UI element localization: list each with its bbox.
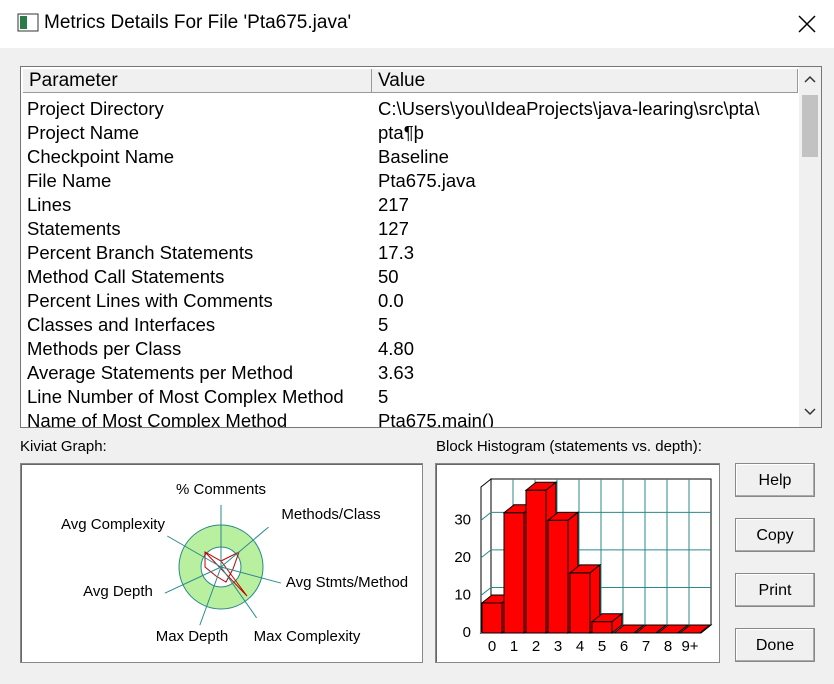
title-bar: Metrics Details For File 'Pta675.java' <box>0 0 834 48</box>
column-header[interactable]: Value <box>372 69 798 93</box>
x-tick-label: 3 <box>554 638 562 655</box>
x-tick-label: 8 <box>664 638 672 655</box>
table-cell: Pta675.java <box>378 170 476 191</box>
scroll-up[interactable] <box>804 75 816 83</box>
button[interactable]: Help <box>735 463 815 497</box>
bar-side <box>699 624 711 634</box>
y-tick-label: 10 <box>454 586 471 603</box>
table-cell: Pta675.main() <box>378 410 495 428</box>
table-cell: Statements <box>27 218 121 239</box>
kiviat-axis-label: Max Depth <box>156 628 229 645</box>
x-tick-label: 7 <box>642 638 650 655</box>
table-cell: Checkpoint Name <box>27 146 175 167</box>
button[interactable]: Done <box>735 628 815 662</box>
table-cell: Percent Lines with Comments <box>27 290 273 311</box>
kiviat-axis <box>220 526 269 568</box>
y-tick-label: 30 <box>454 511 471 528</box>
table-cell: Name of Most Complex Method <box>27 410 288 428</box>
grid-line <box>480 511 711 521</box>
table-cell: C:\Users\you\IdeaProjects\java-learing\s… <box>378 98 760 119</box>
histogram-box: 0 10 20 30 0 1 2 3 4 5 6 7 8 9+ <box>435 463 720 663</box>
kiviat-polygon <box>204 551 248 597</box>
table-cell: Classes and Interfaces <box>27 314 216 335</box>
x-tick-label: 0 <box>488 638 496 655</box>
table-cell: File Name <box>27 170 112 191</box>
table-cell: 3.63 <box>378 362 415 383</box>
table-cell: 4.80 <box>378 338 415 359</box>
bar <box>481 602 503 634</box>
kiviat-graph: % Comments Methods/Class Avg Stmts/Method M… <box>61 481 408 645</box>
column-header[interactable]: Parameter <box>23 69 372 93</box>
kiviat-axis-label: Avg Complexity <box>61 516 165 533</box>
scroll-down[interactable] <box>804 408 816 416</box>
x-tick-label: 5 <box>598 638 606 655</box>
table-cell: Average Statements per Method <box>27 362 294 383</box>
kiviat-axis-label: Avg Depth <box>83 583 153 600</box>
table-cell: Methods per Class <box>27 338 182 359</box>
button[interactable]: Copy <box>735 518 815 552</box>
table-cell: Method Call Statements <box>27 266 225 287</box>
grid-line <box>480 586 711 596</box>
kiviat-axis-label: Max Complexity <box>254 628 361 645</box>
table-cell: 0.0 <box>378 290 404 311</box>
table-cell: Project Directory <box>27 98 164 119</box>
bar <box>547 519 569 634</box>
kiviat-polygon <box>204 550 240 583</box>
bar-side <box>677 624 689 634</box>
table-cell: Baseline <box>378 146 449 167</box>
y-tick-label: 0 <box>463 624 471 641</box>
bar-side <box>655 624 667 634</box>
kiviat-label: Kiviat Graph: <box>20 438 107 455</box>
table-cell: Line Number of Most Complex Method <box>27 386 344 407</box>
window-title: Metrics Details For File 'Pta675.java' <box>44 12 352 33</box>
scrollbar[interactable] <box>799 67 821 427</box>
table-cell: 217 <box>378 194 409 215</box>
kiviat-axis <box>220 566 282 584</box>
bar <box>591 621 613 634</box>
y-tick-label: 20 <box>454 549 471 566</box>
x-tick-label: 6 <box>620 638 628 655</box>
histogram-label: Block Histogram (statements vs. depth): <box>436 438 702 455</box>
kiviat-axis <box>167 535 222 568</box>
table-cell: 5 <box>378 314 389 335</box>
kiviat-axis-label: Methods/Class <box>281 506 380 523</box>
close-button[interactable] <box>798 15 816 33</box>
button[interactable]: Print <box>735 573 815 607</box>
table-cell: Lines <box>27 194 72 215</box>
kiviat-axis <box>164 566 222 594</box>
table-cell: Percent Branch Statements <box>27 242 254 263</box>
scrollbar-graphic <box>802 75 818 416</box>
app-icon-part <box>20 16 27 29</box>
kiviat-axis-label: % Comments <box>176 481 266 498</box>
bar <box>525 489 547 634</box>
title-icons <box>17 13 816 33</box>
metrics-table: Parameter Value Project Directory C:\User… <box>20 66 822 428</box>
table-cell: 5 <box>378 386 389 407</box>
grid-line <box>480 549 711 559</box>
kiviat-axis-label: Avg Stmts/Method <box>286 574 408 591</box>
bar-side <box>633 624 645 634</box>
kiviat-axis <box>199 566 222 626</box>
kiviat-box: % Comments Methods/Class Avg Stmts/Method M… <box>20 463 423 663</box>
x-tick-label: 9+ <box>681 638 698 655</box>
bar <box>503 512 525 634</box>
table-cell: 127 <box>378 218 409 239</box>
x-tick-label: 1 <box>510 638 518 655</box>
x-tick-label: 2 <box>532 638 540 655</box>
scroll-thumb[interactable] <box>802 95 818 157</box>
table-cell: 50 <box>378 266 399 287</box>
table-cell: pta¶þ <box>378 122 424 143</box>
kiviat-axis <box>220 566 257 619</box>
table-cell: Project Name <box>27 122 140 143</box>
x-tick-label: 4 <box>576 638 584 655</box>
bar <box>569 572 591 634</box>
table-cell: 17.3 <box>378 242 415 263</box>
